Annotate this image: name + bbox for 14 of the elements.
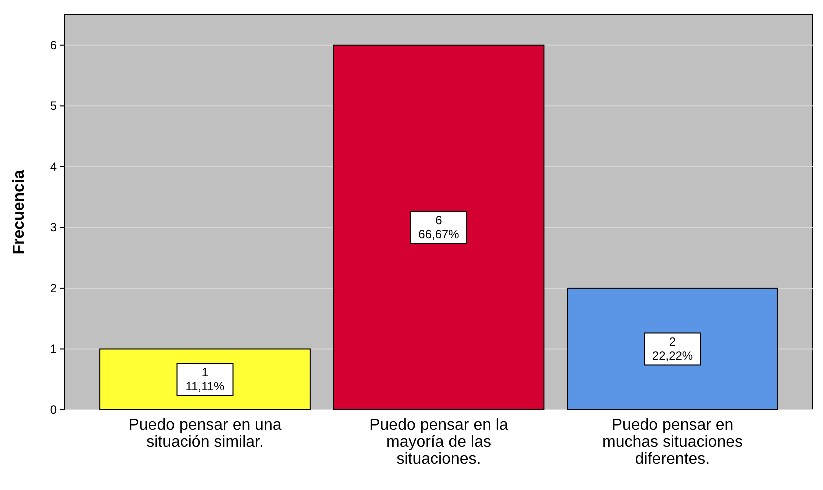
y-tick-label: 0 — [50, 403, 58, 417]
y-tick-label: 1 — [50, 342, 58, 356]
data-label: 1 11,11% — [186, 366, 226, 394]
data-label: 2 22,22% — [652, 335, 694, 364]
y-tick-label: 6 — [50, 38, 58, 52]
x-tick-label: Puedo pensar en la mayoría de las situaciones. — [370, 417, 508, 468]
x-tick-label: Puedo pensar en una situación similar. — [128, 417, 282, 451]
y-tick-label: 5 — [50, 99, 58, 114]
y-tick-label: 2 — [50, 281, 58, 296]
y-axis-title: Frecuencia — [11, 170, 28, 255]
y-tick-label: 3 — [50, 220, 58, 235]
y-tick-label: 4 — [50, 160, 58, 174]
data-label: 6 66,67% — [418, 214, 460, 242]
x-tick-label: Puedo pensar en muchas situaciones diferentes. — [602, 417, 744, 468]
